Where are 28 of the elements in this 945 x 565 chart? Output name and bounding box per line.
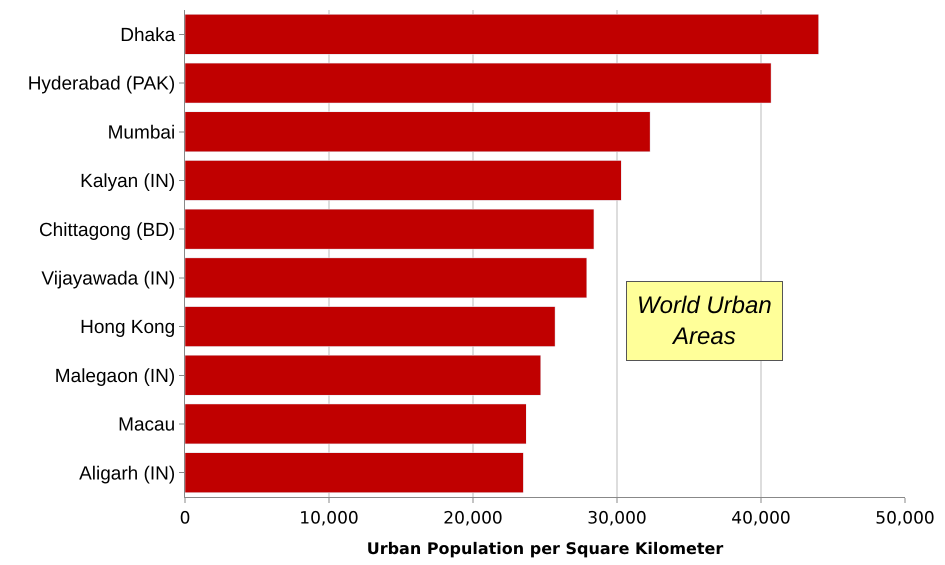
x-tick-label: 0 xyxy=(180,508,190,528)
bar xyxy=(185,160,622,201)
y-tick-label: Mumbai xyxy=(108,122,176,144)
bar xyxy=(185,14,819,55)
annotation: World Urban Areas xyxy=(637,292,772,350)
bar xyxy=(185,355,541,396)
y-tick-label: Macau xyxy=(118,414,176,436)
x-tick-label: 20,000 xyxy=(443,508,503,528)
y-tick-label: Dhaka xyxy=(120,25,176,46)
bar xyxy=(185,404,527,444)
y-tick-label: Kalyan (IN) xyxy=(80,171,176,192)
x-tick-label: 10,000 xyxy=(299,508,359,528)
x-axis-title: Urban Population per Square Kilometer xyxy=(366,539,724,558)
bar xyxy=(185,306,556,347)
bar xyxy=(185,62,772,104)
bar xyxy=(185,112,650,152)
y-tick-label: Aligarh (IN) xyxy=(79,463,176,484)
bar xyxy=(185,452,524,493)
x-tick-label: 30,000 xyxy=(587,508,647,528)
x-tick-label: 50,000 xyxy=(875,508,935,528)
x-tick-label: 40,000 xyxy=(731,508,791,528)
y-tick-label: Chittagong (BD) xyxy=(38,220,176,241)
bar xyxy=(185,208,594,250)
y-tick-label: Vijayawada (IN) xyxy=(41,268,176,290)
y-tick-label: Hong Kong xyxy=(80,317,176,338)
y-tick-label: Malegaon (IN) xyxy=(54,366,176,387)
bar xyxy=(185,258,588,298)
y-tick-label: Hyderabad (PAK) xyxy=(28,74,176,95)
